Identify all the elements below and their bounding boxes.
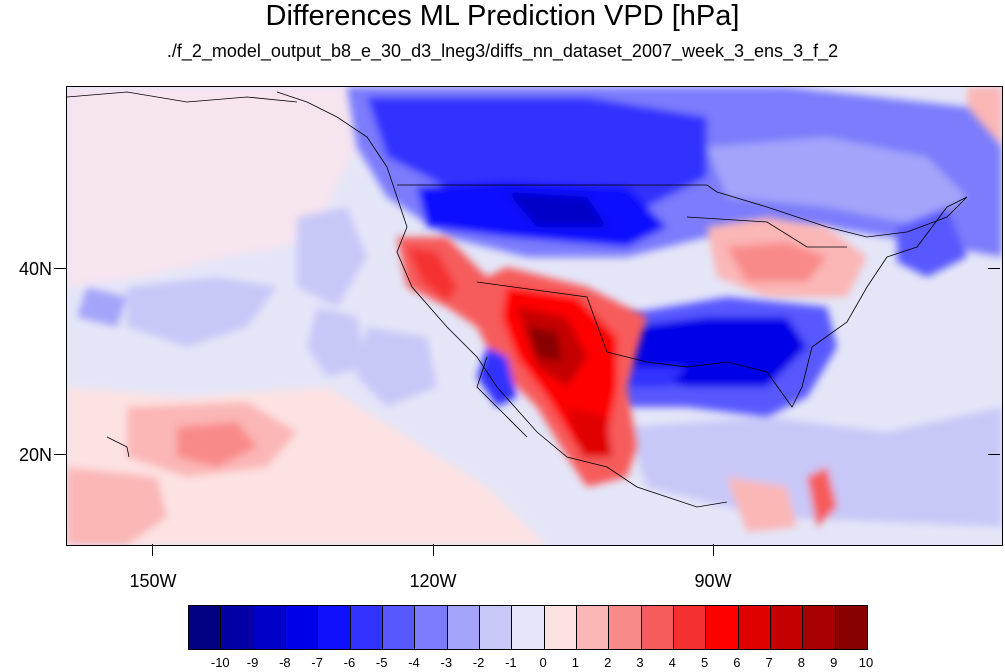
lon-tick-90w [713, 544, 714, 556]
colorbar-label: 0 [539, 655, 547, 670]
colorbar-label: -7 [311, 655, 323, 670]
colorbar-box [253, 606, 286, 649]
colorbar-box [770, 606, 804, 649]
plot-title: Differences ML Prediction VPD [hPa] [265, 0, 740, 32]
northern-dry-deficit [347, 87, 1002, 277]
lat-label-20n: 20N [18, 445, 52, 465]
colorbar-box [285, 606, 319, 649]
colorbar-label: -4 [408, 655, 420, 670]
lon-tick-120w [433, 544, 434, 556]
lat-label-40n: 40N [18, 259, 52, 279]
colorbar-box [835, 606, 867, 649]
colorbar-label: -2 [472, 655, 485, 670]
colorbar-box [673, 606, 707, 649]
southeast-deficit [597, 297, 837, 417]
lat-tick-40n-right [988, 268, 1000, 269]
colorbar-box [350, 606, 383, 649]
colorbar-label: -9 [246, 655, 259, 670]
colorbar-label: -6 [343, 655, 356, 670]
colorbar-label: -3 [440, 655, 453, 670]
colorbar [188, 605, 868, 650]
southwest-mexico-excess [397, 237, 647, 487]
lon-label-150w: 150W [129, 571, 177, 591]
colorbar-label: -5 [375, 655, 388, 670]
colorbar-box [544, 606, 577, 649]
coastlines [67, 91, 968, 508]
colorbar-label: -10 [210, 655, 230, 670]
colorbar-box [318, 606, 351, 649]
lon-label-90w: 90W [694, 571, 732, 591]
colorbar-label: -1 [505, 655, 517, 670]
colorbar-box [221, 606, 254, 649]
colorbar-label: 4 [668, 655, 676, 670]
ohio-valley-excess [707, 217, 867, 297]
colorbar-label: 7 [765, 655, 773, 670]
vpd-difference-map [67, 87, 1002, 545]
lat-tick-20n-right [988, 454, 1000, 455]
colorbar-box [189, 606, 222, 649]
colorbar-box [609, 606, 642, 649]
colorbar-label: 6 [733, 655, 741, 670]
colorbar-box [738, 606, 771, 649]
pacific-anomaly-field [67, 87, 1002, 545]
colorbar-label: -8 [279, 655, 291, 670]
colorbar-box [479, 606, 513, 649]
plot-subtitle: ./f_2_model_output_b8_e_30_d3_lneg3/diff… [166, 41, 839, 61]
map-panel [66, 86, 1003, 546]
colorbar-box [512, 606, 545, 649]
colorbar-label: 3 [636, 655, 644, 670]
colorbar-label: 2 [604, 655, 612, 670]
colorbar-box [706, 606, 739, 649]
colorbar-label: 5 [700, 655, 709, 670]
colorbar-label: 10 [858, 655, 874, 670]
colorbar-label: 8 [797, 655, 806, 670]
colorbar-box [382, 606, 416, 649]
lat-tick-40n [54, 268, 66, 269]
colorbar-box [641, 606, 674, 649]
colorbar-label: 9 [830, 655, 838, 670]
colorbar-box [447, 606, 480, 649]
lon-tick-150w [152, 544, 153, 556]
colorbar-box [576, 606, 610, 649]
lon-label-120w: 120W [409, 571, 457, 591]
colorbar-box [415, 606, 448, 649]
lat-tick-20n [54, 454, 66, 455]
colorbar-label: 1 [571, 655, 580, 670]
colorbar-box [803, 606, 836, 649]
